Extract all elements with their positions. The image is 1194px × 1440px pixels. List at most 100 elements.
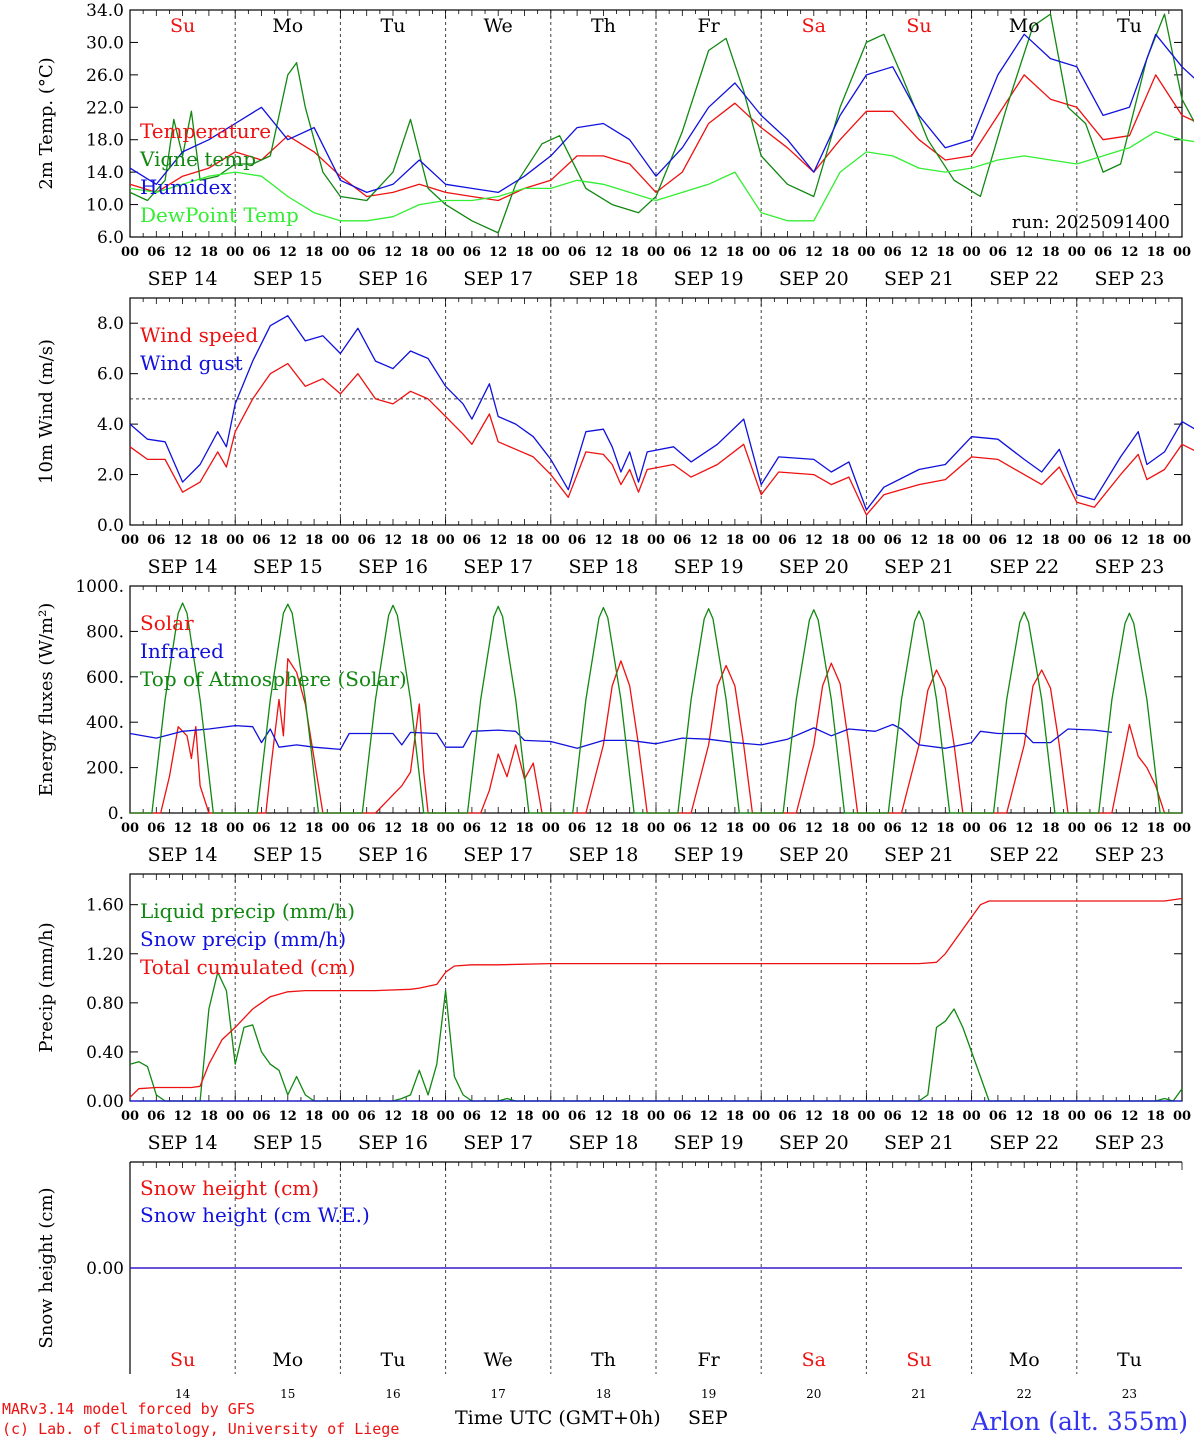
legend-entry: Infrared (140, 639, 224, 663)
hour-label: 00 (121, 533, 139, 548)
hour-label: 12 (700, 533, 718, 548)
hour-label: 06 (989, 245, 1007, 260)
hour-label: 06 (884, 821, 902, 836)
day-name: Tu (1117, 1349, 1142, 1371)
hour-label: 06 (778, 1109, 796, 1124)
hour-label: 12 (910, 1109, 928, 1124)
y-tick-label: 4.0 (97, 415, 124, 435)
date-label: SEP 22 (989, 844, 1059, 866)
y-tick-label: 0.00 (86, 1259, 124, 1279)
hour-label: 06 (463, 533, 481, 548)
x-axis-label: Time UTC (GMT+0h) (455, 1407, 661, 1429)
day-name: Mo (1009, 1349, 1040, 1371)
date-label: SEP 20 (779, 844, 849, 866)
y-tick-label: 800. (86, 622, 124, 642)
station-name: Arlon (alt. 355m) (970, 1407, 1188, 1436)
date-label: SEP 14 (148, 556, 218, 578)
date-label: SEP 22 (989, 556, 1059, 578)
day-name: Th (591, 1349, 616, 1371)
hour-label: 06 (884, 245, 902, 260)
y-tick-label: 0. (108, 804, 124, 824)
date-label: SEP 23 (1094, 1132, 1164, 1154)
hour-label: 12 (489, 533, 507, 548)
hour-label: 18 (515, 533, 533, 548)
legend-entry: Liquid precip (mm/h) (140, 899, 355, 923)
date-label: SEP 19 (674, 556, 744, 578)
date-number: 20 (806, 1387, 821, 1401)
y-axis-label: Snow height (cm) (36, 1187, 57, 1348)
y-axis-label: 10m Wind (m/s) (36, 339, 57, 484)
hour-label: 12 (1120, 533, 1138, 548)
hour-label: 06 (673, 245, 691, 260)
hour-label: 00 (226, 533, 244, 548)
hour-label: 06 (989, 1109, 1007, 1124)
panel-3: 0. 200. 400. 600. 800. 1000. Energy fluxes (W/… (36, 577, 1191, 866)
y-axis-label: Energy fluxes (W/m²) (36, 603, 57, 797)
date-label: SEP 16 (358, 268, 428, 290)
day-name: Su (170, 1349, 195, 1371)
footer: MARv3.14 model forced by GFS (c) Lab. of… (2, 1400, 1188, 1438)
y-tick-label: 400. (86, 713, 124, 733)
hour-label: 12 (805, 1109, 823, 1124)
hour-label: 12 (594, 533, 612, 548)
date-label: SEP 14 (148, 268, 218, 290)
day-name: Sa (802, 1349, 826, 1371)
date-number: 23 (1122, 1387, 1137, 1401)
hour-label: 06 (673, 821, 691, 836)
hour-label: 12 (279, 245, 297, 260)
date-number: 22 (1017, 1387, 1032, 1401)
date-label: SEP 15 (253, 1132, 323, 1154)
hour-label: 06 (1094, 245, 1112, 260)
date-label: SEP 21 (884, 844, 954, 866)
day-name: Th (591, 15, 616, 37)
y-tick-label: 34.0 (86, 1, 124, 21)
hour-label: 00 (857, 1109, 875, 1124)
date-label: SEP 17 (463, 1132, 533, 1154)
hour-label: 06 (673, 1109, 691, 1124)
hour-label: 12 (384, 533, 402, 548)
hour-label: 18 (515, 245, 533, 260)
day-name: Sa (802, 15, 826, 37)
hour-label: 18 (515, 821, 533, 836)
legend-entry: Solar (140, 611, 194, 635)
hour-label: 18 (1147, 245, 1165, 260)
hour-label: 06 (147, 245, 165, 260)
date-label: SEP 15 (253, 268, 323, 290)
y-tick-label: 0.40 (86, 1043, 124, 1063)
hour-label: 06 (358, 821, 376, 836)
hour-label: 12 (910, 245, 928, 260)
hour-label: 18 (936, 533, 954, 548)
hour-label: 06 (358, 533, 376, 548)
hour-label: 18 (726, 245, 744, 260)
hour-label: 00 (647, 245, 665, 260)
y-tick-label: 6.0 (97, 228, 124, 248)
date-label: SEP 14 (148, 1132, 218, 1154)
date-label: SEP 21 (884, 556, 954, 578)
date-label: SEP 19 (674, 268, 744, 290)
hour-label: 00 (1173, 1109, 1191, 1124)
hour-label: 00 (437, 821, 455, 836)
date-label: SEP 23 (1094, 844, 1164, 866)
legend-entry: Snow precip (mm/h) (140, 927, 346, 951)
series-line-1 (129, 362, 1194, 516)
date-label: SEP 20 (779, 268, 849, 290)
hour-label: 00 (1173, 533, 1191, 548)
hour-label: 00 (963, 533, 981, 548)
hour-label: 18 (1041, 533, 1059, 548)
date-number: 14 (175, 1387, 191, 1401)
hour-label: 12 (174, 533, 192, 548)
y-tick-label: 0.00 (86, 1092, 124, 1112)
hour-label: 12 (1015, 821, 1033, 836)
hour-label: 00 (331, 821, 349, 836)
hour-label: 06 (778, 245, 796, 260)
day-name: We (484, 1349, 513, 1371)
date-label: SEP 21 (884, 268, 954, 290)
date-label: SEP 18 (568, 844, 638, 866)
hour-label: 18 (621, 821, 639, 836)
legend-entry: Wind speed (140, 323, 258, 347)
legend-entry: Wind gust (140, 351, 243, 375)
hour-label: 00 (542, 245, 560, 260)
date-number: 15 (280, 1387, 295, 1401)
hour-label: 18 (936, 245, 954, 260)
series-line-1 (129, 74, 1194, 202)
